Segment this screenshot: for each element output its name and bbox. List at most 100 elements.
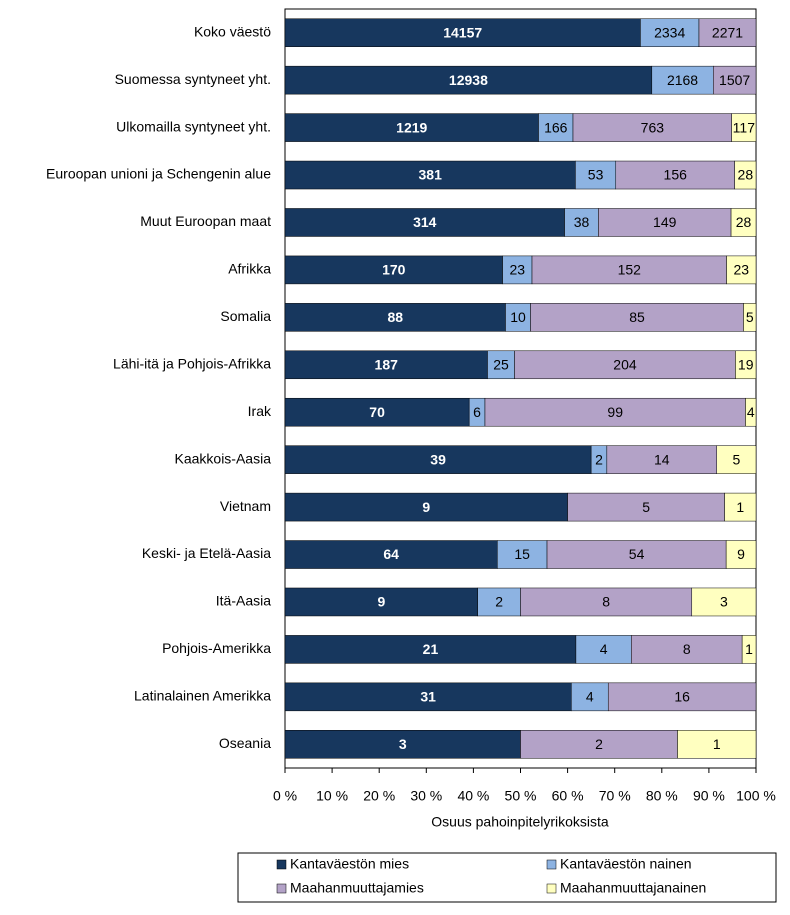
bar-segment xyxy=(284,303,506,332)
x-tick-label: 40 % xyxy=(457,788,489,804)
data-label: 23 xyxy=(510,262,526,278)
data-label: 16 xyxy=(674,689,690,705)
data-label: 19 xyxy=(738,356,754,372)
bar-segment xyxy=(284,445,592,474)
data-label: 149 xyxy=(653,214,677,230)
data-label: 170 xyxy=(382,262,406,278)
bar-segment xyxy=(607,682,757,712)
data-label: 28 xyxy=(738,167,754,183)
data-label: 54 xyxy=(629,546,645,562)
data-label: 381 xyxy=(419,167,443,183)
bar-segment xyxy=(497,540,548,569)
y-tick-label: Keski- ja Etelä-Aasia xyxy=(142,545,271,561)
bar-segment xyxy=(726,255,757,285)
data-label: 23 xyxy=(733,262,749,278)
data-label: 763 xyxy=(641,119,665,135)
legend-swatch xyxy=(546,859,557,870)
data-label: 2 xyxy=(495,594,503,610)
bar-segment xyxy=(741,635,757,664)
bar-segment xyxy=(284,540,498,569)
bar-segment xyxy=(691,587,757,617)
bar-segment xyxy=(615,160,735,190)
data-label: 28 xyxy=(736,214,752,230)
bar-segment xyxy=(743,303,757,332)
bar-segment xyxy=(571,682,609,712)
data-label: 314 xyxy=(413,214,437,230)
x-tick-label: 0 % xyxy=(273,788,297,804)
legend-box xyxy=(237,852,777,903)
data-label: 2271 xyxy=(712,24,743,40)
data-label: 3 xyxy=(399,736,407,752)
x-tick-label: 100 % xyxy=(736,788,776,804)
legend-label: Maahanmuuttajanainen xyxy=(560,880,706,896)
y-tick-label: Euroopan unioni ja Schengenin alue xyxy=(46,166,271,182)
data-label: 4 xyxy=(747,404,755,420)
bar-segment xyxy=(284,635,577,664)
data-label: 3 xyxy=(720,594,728,610)
bar-segment xyxy=(575,160,617,190)
bar-segment xyxy=(484,397,746,427)
data-label: 204 xyxy=(613,356,637,372)
data-label: 5 xyxy=(732,451,740,467)
data-label: 88 xyxy=(387,309,403,325)
data-label: 6 xyxy=(473,404,481,420)
x-tick-label: 70 % xyxy=(599,788,631,804)
data-label: 12938 xyxy=(449,72,488,88)
data-label: 156 xyxy=(664,167,688,183)
data-label: 14 xyxy=(654,451,670,467)
data-label: 8 xyxy=(683,641,691,657)
data-label: 99 xyxy=(607,404,623,420)
data-label: 38 xyxy=(574,214,590,230)
bar-segment xyxy=(745,397,757,427)
bar-segment xyxy=(530,303,744,332)
data-label: 39 xyxy=(430,451,446,467)
data-label: 1 xyxy=(745,641,753,657)
legend-label: Kantaväestön mies xyxy=(290,856,409,872)
data-label: 9 xyxy=(737,546,745,562)
data-label: 5 xyxy=(746,309,754,325)
data-label: 8 xyxy=(602,594,610,610)
bar-segment xyxy=(477,587,521,617)
bar-segment xyxy=(284,160,576,190)
data-label: 152 xyxy=(618,262,642,278)
bar-segment xyxy=(284,208,565,237)
data-label: 53 xyxy=(588,167,604,183)
bar-segment xyxy=(677,730,757,759)
y-tick-label: Irak xyxy=(248,403,272,419)
y-tick-label: Afrikka xyxy=(228,261,271,277)
y-tick-label: Oseania xyxy=(219,735,271,751)
legend-swatch xyxy=(276,859,287,870)
legend-swatch xyxy=(546,883,557,894)
bar-segment xyxy=(284,65,653,95)
legend-label: Maahanmuuttajamies xyxy=(290,880,424,896)
bar-segment xyxy=(724,492,757,522)
y-tick-label: Kaakkois-Aasia xyxy=(175,450,272,466)
bar-segment xyxy=(531,255,727,285)
legend-label: Kantaväestön nainen xyxy=(560,856,692,872)
data-label: 4 xyxy=(586,689,594,705)
y-tick-label: Suomessa syntyneet yht. xyxy=(115,71,271,87)
data-label: 1 xyxy=(713,736,721,752)
y-tick-label: Somalia xyxy=(220,308,271,324)
x-tick-label: 90 % xyxy=(693,788,725,804)
bar-segment xyxy=(520,730,678,759)
data-label: 9 xyxy=(422,499,430,515)
x-axis-title: Osuus pahoinpitelyrikoksista xyxy=(431,814,609,830)
data-label: 2 xyxy=(595,736,603,752)
bar-segment xyxy=(284,587,478,617)
bar-segment xyxy=(567,492,725,522)
bar-segment xyxy=(284,682,572,712)
data-label: 85 xyxy=(629,309,645,325)
data-label: 187 xyxy=(375,356,399,372)
bar-segment xyxy=(698,18,757,47)
data-label: 2168 xyxy=(667,72,698,88)
data-label: 1219 xyxy=(396,119,427,135)
bar-segment xyxy=(730,208,757,237)
bar-segment xyxy=(502,255,533,285)
bar-segment xyxy=(284,350,488,380)
bar-segment xyxy=(575,635,632,664)
y-tick-label: Vietnam xyxy=(220,498,271,514)
data-label: 64 xyxy=(383,546,399,562)
data-label: 2334 xyxy=(654,24,685,40)
